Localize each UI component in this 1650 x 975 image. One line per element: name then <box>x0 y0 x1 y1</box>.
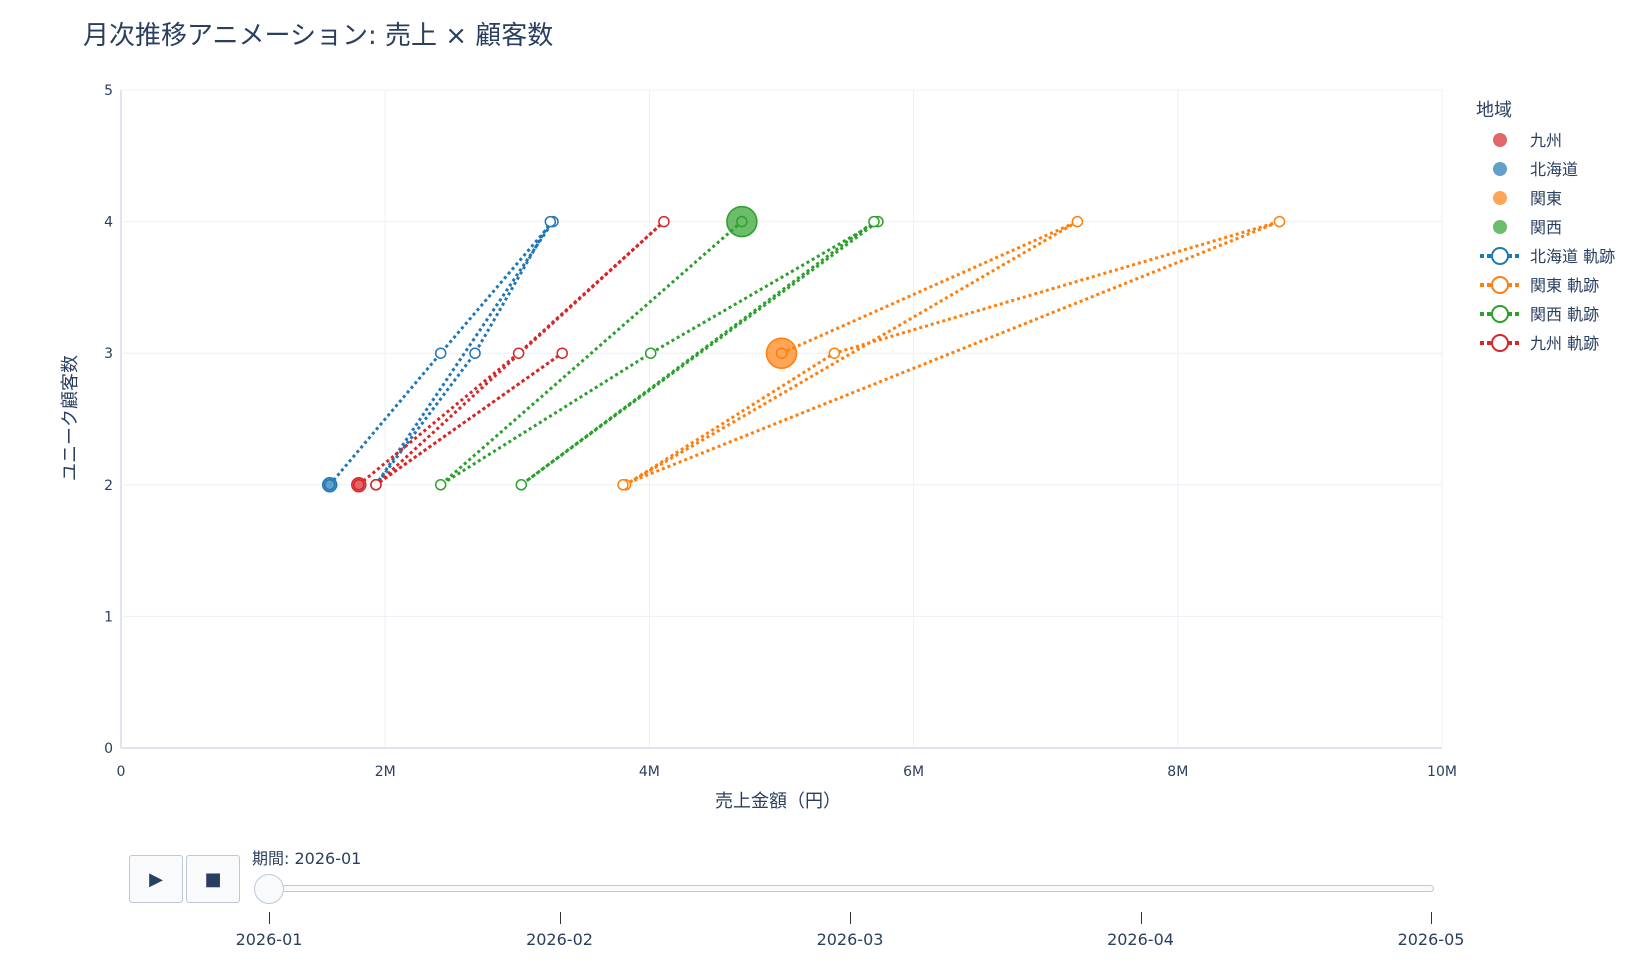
slider-tick-label[interactable]: 2026-05 <box>1397 930 1465 949</box>
slider-tick <box>269 912 270 924</box>
x-axis-ticks: 0 2M 4M 6M 8M 10M <box>117 764 1457 780</box>
legend-title: 地域 <box>1476 100 1512 121</box>
slider-tick-label[interactable]: 2026-03 <box>816 930 884 949</box>
trail-point <box>868 215 880 228</box>
legend-marker <box>1493 133 1507 147</box>
x-tick-label: 0 <box>117 764 126 780</box>
trail-point <box>370 479 382 491</box>
legend-label[interactable]: 北海道 <box>1530 160 1578 179</box>
legend-marker <box>1493 191 1507 205</box>
slider-tick-label[interactable]: 2026-04 <box>1107 930 1174 949</box>
legend-label[interactable]: 関東 軌跡 <box>1530 276 1599 295</box>
legend-label[interactable]: 関西 軌跡 <box>1530 305 1599 324</box>
trail-point <box>434 479 447 491</box>
stop-icon: ■ <box>204 868 222 890</box>
y-axis-ticks: 0 1 2 3 4 5 <box>104 83 113 757</box>
x-tick-label: 2M <box>375 764 396 780</box>
period-slider-handle[interactable] <box>254 874 284 904</box>
legend-label[interactable]: 九州 <box>1530 131 1562 150</box>
trail-point <box>1273 215 1286 228</box>
trail-line <box>328 220 555 486</box>
period-slider-track[interactable] <box>266 885 1434 892</box>
trail-point <box>658 215 670 228</box>
chart-title: 月次推移アニメーション: 売上 × 顧客数 <box>83 21 553 51</box>
slider-tick-label[interactable]: 2026-01 <box>235 930 303 949</box>
y-tick-label: 3 <box>104 346 113 362</box>
trail-point <box>1071 215 1084 228</box>
y-axis-title: ユニーク顧客数 <box>60 355 81 481</box>
legend-marker <box>1491 334 1509 352</box>
play-button[interactable]: ▶ <box>129 855 183 903</box>
slider-current-label: 期間: 2026-01 <box>252 849 362 868</box>
trail-point <box>556 347 568 359</box>
y-tick-label: 1 <box>104 609 113 625</box>
trail-point <box>434 347 447 359</box>
x-tick-label: 4M <box>639 764 660 780</box>
slider-tick <box>850 912 851 924</box>
legend-marker <box>1491 305 1509 323</box>
grid <box>120 89 1443 749</box>
y-tick-label: 4 <box>104 215 113 231</box>
x-tick-label: 10M <box>1427 764 1457 780</box>
play-icon: ▶ <box>149 868 163 890</box>
trail-point <box>828 347 841 359</box>
current-points <box>321 205 798 493</box>
x-tick-label: 6M <box>903 764 924 780</box>
trail-line <box>439 220 879 487</box>
legend-label[interactable]: 九州 軌跡 <box>1530 334 1599 353</box>
trail-line <box>622 220 1281 487</box>
trail-point <box>617 479 629 491</box>
trail-point <box>469 347 481 359</box>
x-axis-title: 売上金額（円） <box>715 791 841 812</box>
legend-label[interactable]: 関東 <box>1530 189 1562 208</box>
slider-tick <box>1140 912 1142 924</box>
x-tick-label: 8M <box>1167 764 1188 780</box>
y-tick-label: 0 <box>104 741 113 757</box>
legend-marker <box>1491 276 1509 294</box>
y-tick-label: 2 <box>104 478 113 494</box>
legend-marker <box>1493 220 1507 234</box>
stop-button[interactable]: ■ <box>186 855 240 903</box>
trail-point <box>512 347 525 359</box>
slider-tick <box>559 912 561 924</box>
trail-point <box>644 347 657 359</box>
current-point[interactable] <box>765 337 798 369</box>
slider-tick <box>1431 912 1432 924</box>
current-point[interactable] <box>726 205 758 238</box>
y-tick-label: 5 <box>104 83 113 99</box>
legend-marker <box>1491 247 1509 265</box>
trail-point <box>544 215 557 228</box>
current-point[interactable] <box>321 477 338 493</box>
legend-marker <box>1493 162 1507 176</box>
trail-point <box>515 479 528 491</box>
legend-label[interactable]: 北海道 軌跡 <box>1530 247 1615 266</box>
legend-label[interactable]: 関西 <box>1530 218 1562 237</box>
current-point[interactable] <box>351 477 367 493</box>
slider-tick-label[interactable]: 2026-02 <box>526 930 593 949</box>
